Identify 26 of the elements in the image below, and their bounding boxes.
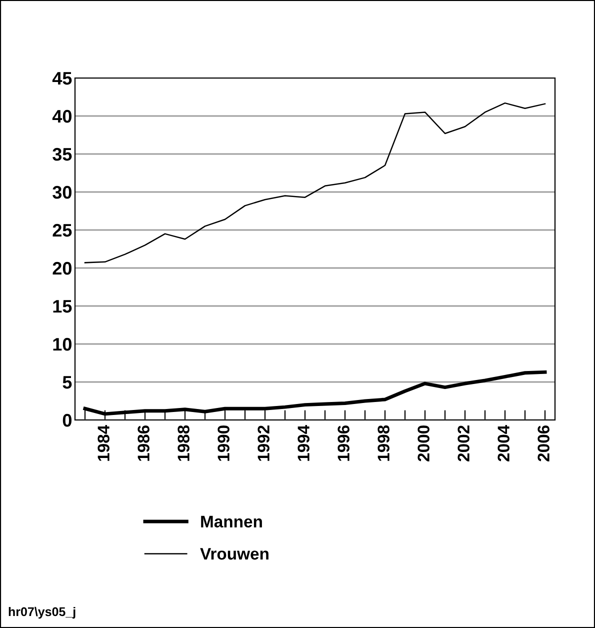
x-tick-label: 2002 bbox=[458, 426, 470, 462]
y-tick-label: 0 bbox=[62, 414, 72, 427]
y-tick-label: 15 bbox=[53, 300, 72, 313]
y-tick-label: 35 bbox=[52, 148, 72, 161]
x-tick-label: 1998 bbox=[378, 425, 390, 461]
x-tick-label: 2004 bbox=[498, 424, 510, 462]
x-tick-label: 1984 bbox=[98, 424, 110, 461]
x-tick-label: 1992 bbox=[258, 426, 270, 461]
y-tick-label: 20 bbox=[52, 262, 72, 275]
y-tick-label: 45 bbox=[52, 72, 72, 85]
x-tick-label: 1988 bbox=[178, 425, 190, 461]
y-tick-label: 30 bbox=[52, 186, 72, 199]
line-series bbox=[84, 102, 546, 264]
text: hr07\ys05_j bbox=[8, 606, 76, 619]
y-tick-label: 5 bbox=[62, 376, 72, 389]
x-tick-label: 1994 bbox=[298, 424, 310, 461]
y-tick-label: 40 bbox=[52, 110, 72, 123]
x-tick-label: 1990 bbox=[218, 426, 230, 461]
x-tick-label: 2006 bbox=[538, 425, 550, 462]
x-tick-label: 1986 bbox=[138, 425, 150, 461]
legend-label: Mannen bbox=[201, 516, 262, 528]
x-tick-label: 2000 bbox=[418, 426, 430, 462]
y-tick-label: 10 bbox=[53, 338, 72, 351]
y-tick-label: 25 bbox=[52, 224, 72, 237]
x-tick-label: 1996 bbox=[338, 425, 350, 461]
legend-label: Vrouwen bbox=[200, 548, 268, 560]
